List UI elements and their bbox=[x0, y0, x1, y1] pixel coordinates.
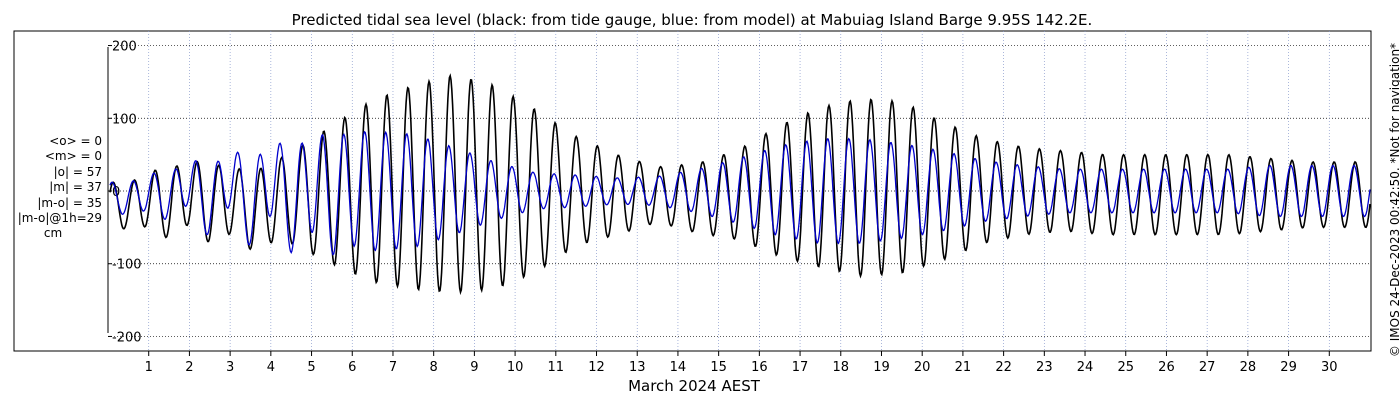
x-tick-label: 26 bbox=[1158, 360, 1175, 375]
series-layer bbox=[109, 73, 1371, 296]
stat-model-abs: |m| = 37 bbox=[49, 180, 102, 195]
series-line-model bbox=[109, 130, 1371, 256]
x-tick-label: 9 bbox=[470, 360, 478, 375]
x-tick-label: 27 bbox=[1199, 360, 1216, 375]
copyright-note: © IMOS 24-Dec-2023 00:42:50. *Not for na… bbox=[1388, 42, 1400, 357]
x-tick-label: 12 bbox=[588, 360, 605, 375]
chart-title: Predicted tidal sea level (black: from t… bbox=[292, 11, 1093, 29]
series-line-tide-gauge bbox=[109, 73, 1371, 296]
x-tick-label: 15 bbox=[710, 360, 727, 375]
x-tick-label: 29 bbox=[1280, 360, 1297, 375]
x-tick-label: 17 bbox=[792, 360, 809, 375]
x-tick-label: 20 bbox=[914, 360, 931, 375]
stat-abs-difference: |m-o| = 35 bbox=[37, 195, 102, 210]
x-tick-label: 22 bbox=[995, 360, 1012, 375]
stat-abs-difference-1h: |m-o|@1h=29 bbox=[17, 211, 102, 226]
x-tick-label: 8 bbox=[430, 360, 438, 375]
x-axis-ticks: 1 2 3 4 5 6 7 8 9 10 11 12 13 14 15 16 17 18 19 20 21 22 23 24 2… bbox=[145, 351, 1338, 375]
y-tick-label: -100 bbox=[112, 258, 142, 273]
stat-observed-mean: <o> = 0 bbox=[49, 134, 102, 148]
x-tick-label: 13 bbox=[629, 360, 646, 375]
x-tick-label: 3 bbox=[226, 360, 234, 375]
x-tick-label: 16 bbox=[751, 360, 768, 375]
x-tick-label: 11 bbox=[548, 360, 565, 375]
x-tick-label: 1 bbox=[145, 360, 153, 375]
x-tick-label: 30 bbox=[1321, 360, 1338, 375]
stat-unit: cm bbox=[43, 226, 63, 241]
x-tick-label: 18 bbox=[833, 360, 850, 375]
x-tick-label: 10 bbox=[507, 360, 524, 375]
x-tick-label: 7 bbox=[389, 360, 397, 375]
x-tick-label: 28 bbox=[1240, 360, 1257, 375]
x-tick-label: 19 bbox=[873, 360, 890, 375]
x-tick-label: 14 bbox=[670, 360, 687, 375]
x-tick-label: 5 bbox=[307, 360, 315, 375]
stat-observed-abs: |o| = 57 bbox=[53, 164, 102, 179]
x-tick-label: 6 bbox=[348, 360, 356, 375]
y-tick-label: -200 bbox=[112, 330, 142, 345]
y-tick-label: 200 bbox=[112, 40, 137, 55]
stat-model-mean: <m> = 0 bbox=[44, 149, 102, 164]
x-tick-label: 21 bbox=[955, 360, 972, 375]
x-tick-label: 23 bbox=[1036, 360, 1053, 375]
x-tick-label: 25 bbox=[1117, 360, 1134, 375]
x-tick-label: 4 bbox=[267, 360, 275, 375]
outer-frame bbox=[13, 30, 1372, 352]
x-tick-label: 24 bbox=[1077, 360, 1094, 375]
x-axis-label: March 2024 AEST bbox=[628, 377, 761, 395]
x-tick-label: 2 bbox=[185, 360, 193, 375]
y-tick-label: 100 bbox=[112, 112, 137, 127]
statistics-box: <o> = 0 <m> = 0 |o| = 57 |m| = 37 |m-o| … bbox=[4, 134, 102, 242]
